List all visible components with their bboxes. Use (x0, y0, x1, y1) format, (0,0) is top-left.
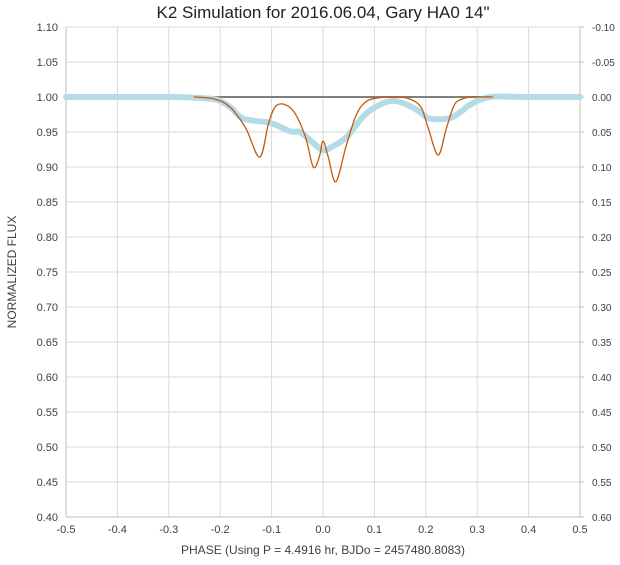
y-axis-label: NORMALIZED FLUX (5, 216, 19, 329)
y-tick-label: 0.75 (37, 267, 58, 279)
x-tick-label: 0.1 (367, 524, 382, 536)
series-model-line (193, 96, 494, 183)
y2-tick-label: 0.30 (592, 303, 612, 314)
y-tick-label: 0.70 (37, 302, 58, 314)
x-tick-label: -0.5 (57, 524, 76, 536)
y-tick-label: 0.55 (37, 407, 58, 419)
y-tick-label: 0.90 (37, 162, 58, 174)
x-tick-label: 0.3 (470, 524, 485, 536)
x-tick-label: -0.1 (262, 524, 281, 536)
y2-tick-label: 0.00 (592, 93, 612, 104)
x-tick-label: 0.4 (521, 524, 536, 536)
y-tick-label: 0.40 (37, 512, 58, 524)
y-tick-label: 1.05 (37, 57, 58, 69)
series-group (63, 93, 583, 183)
y2-tick-label: 0.15 (592, 198, 612, 209)
y-tick-label: 0.60 (37, 372, 58, 384)
y2-tick-label: -0.05 (592, 58, 615, 69)
x-tick-label: 0.5 (572, 524, 587, 536)
y-tick-label: 0.85 (37, 197, 58, 209)
y-tick-label: 1.10 (37, 22, 58, 34)
y2-tick-label: 0.55 (592, 478, 612, 489)
y-tick-label: 0.50 (37, 442, 58, 454)
x-tick-label: 0.2 (418, 524, 433, 536)
y2-tick-label: 0.20 (592, 233, 612, 244)
gridlines (65, 26, 584, 518)
y2-tick-label: 0.05 (592, 128, 612, 139)
x-tick-label: -0.3 (159, 524, 178, 536)
y-tick-label: 1.00 (37, 92, 58, 104)
tick-labels: -0.5 -0.4 -0.3 -0.2 -0.1 0.0 0.1 0.2 0.3 0.4 0.5 1.… (37, 22, 616, 536)
x-tick-label: -0.2 (211, 524, 230, 536)
x-tick-label: 0.0 (315, 524, 330, 536)
chart-title: K2 Simulation for 2016.06.04, Gary HA0 1… (156, 3, 489, 22)
y2-tick-label: 0.35 (592, 338, 612, 349)
y-tick-label: 0.65 (37, 337, 58, 349)
y2-tick-label: 0.40 (592, 373, 612, 384)
y2-tick-label: 0.50 (592, 443, 612, 454)
y2-tick-label: 0.60 (592, 513, 612, 524)
x-tick-label: -0.4 (108, 524, 127, 536)
y2-tick-label: -0.10 (592, 23, 615, 34)
y-tick-label: 0.80 (37, 232, 58, 244)
y-tick-label: 0.45 (37, 477, 58, 489)
y-tick-label: 0.95 (37, 127, 58, 139)
y2-tick-label: 0.45 (592, 408, 612, 419)
y2-tick-label: 0.25 (592, 268, 612, 279)
y2-tick-label: 0.10 (592, 163, 612, 174)
x-axis-label: PHASE (Using P = 4.4916 hr, BJDo = 24574… (181, 543, 465, 557)
